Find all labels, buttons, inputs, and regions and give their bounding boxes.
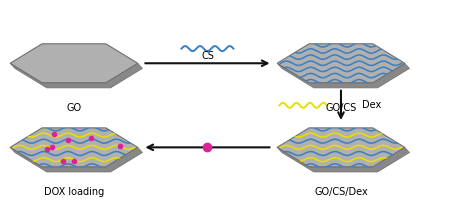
Text: Dex: Dex bbox=[362, 100, 382, 110]
Polygon shape bbox=[277, 128, 405, 167]
Polygon shape bbox=[10, 44, 138, 83]
Polygon shape bbox=[10, 128, 138, 167]
Polygon shape bbox=[10, 63, 143, 88]
Polygon shape bbox=[10, 147, 143, 172]
Text: GO/CS: GO/CS bbox=[325, 103, 356, 113]
Text: DOX loading: DOX loading bbox=[44, 187, 104, 197]
Polygon shape bbox=[277, 147, 410, 172]
Text: CS: CS bbox=[201, 51, 214, 61]
Text: GO/CS/Dex: GO/CS/Dex bbox=[314, 187, 368, 197]
Polygon shape bbox=[277, 63, 410, 88]
Polygon shape bbox=[277, 44, 405, 83]
Text: GO: GO bbox=[66, 103, 82, 113]
